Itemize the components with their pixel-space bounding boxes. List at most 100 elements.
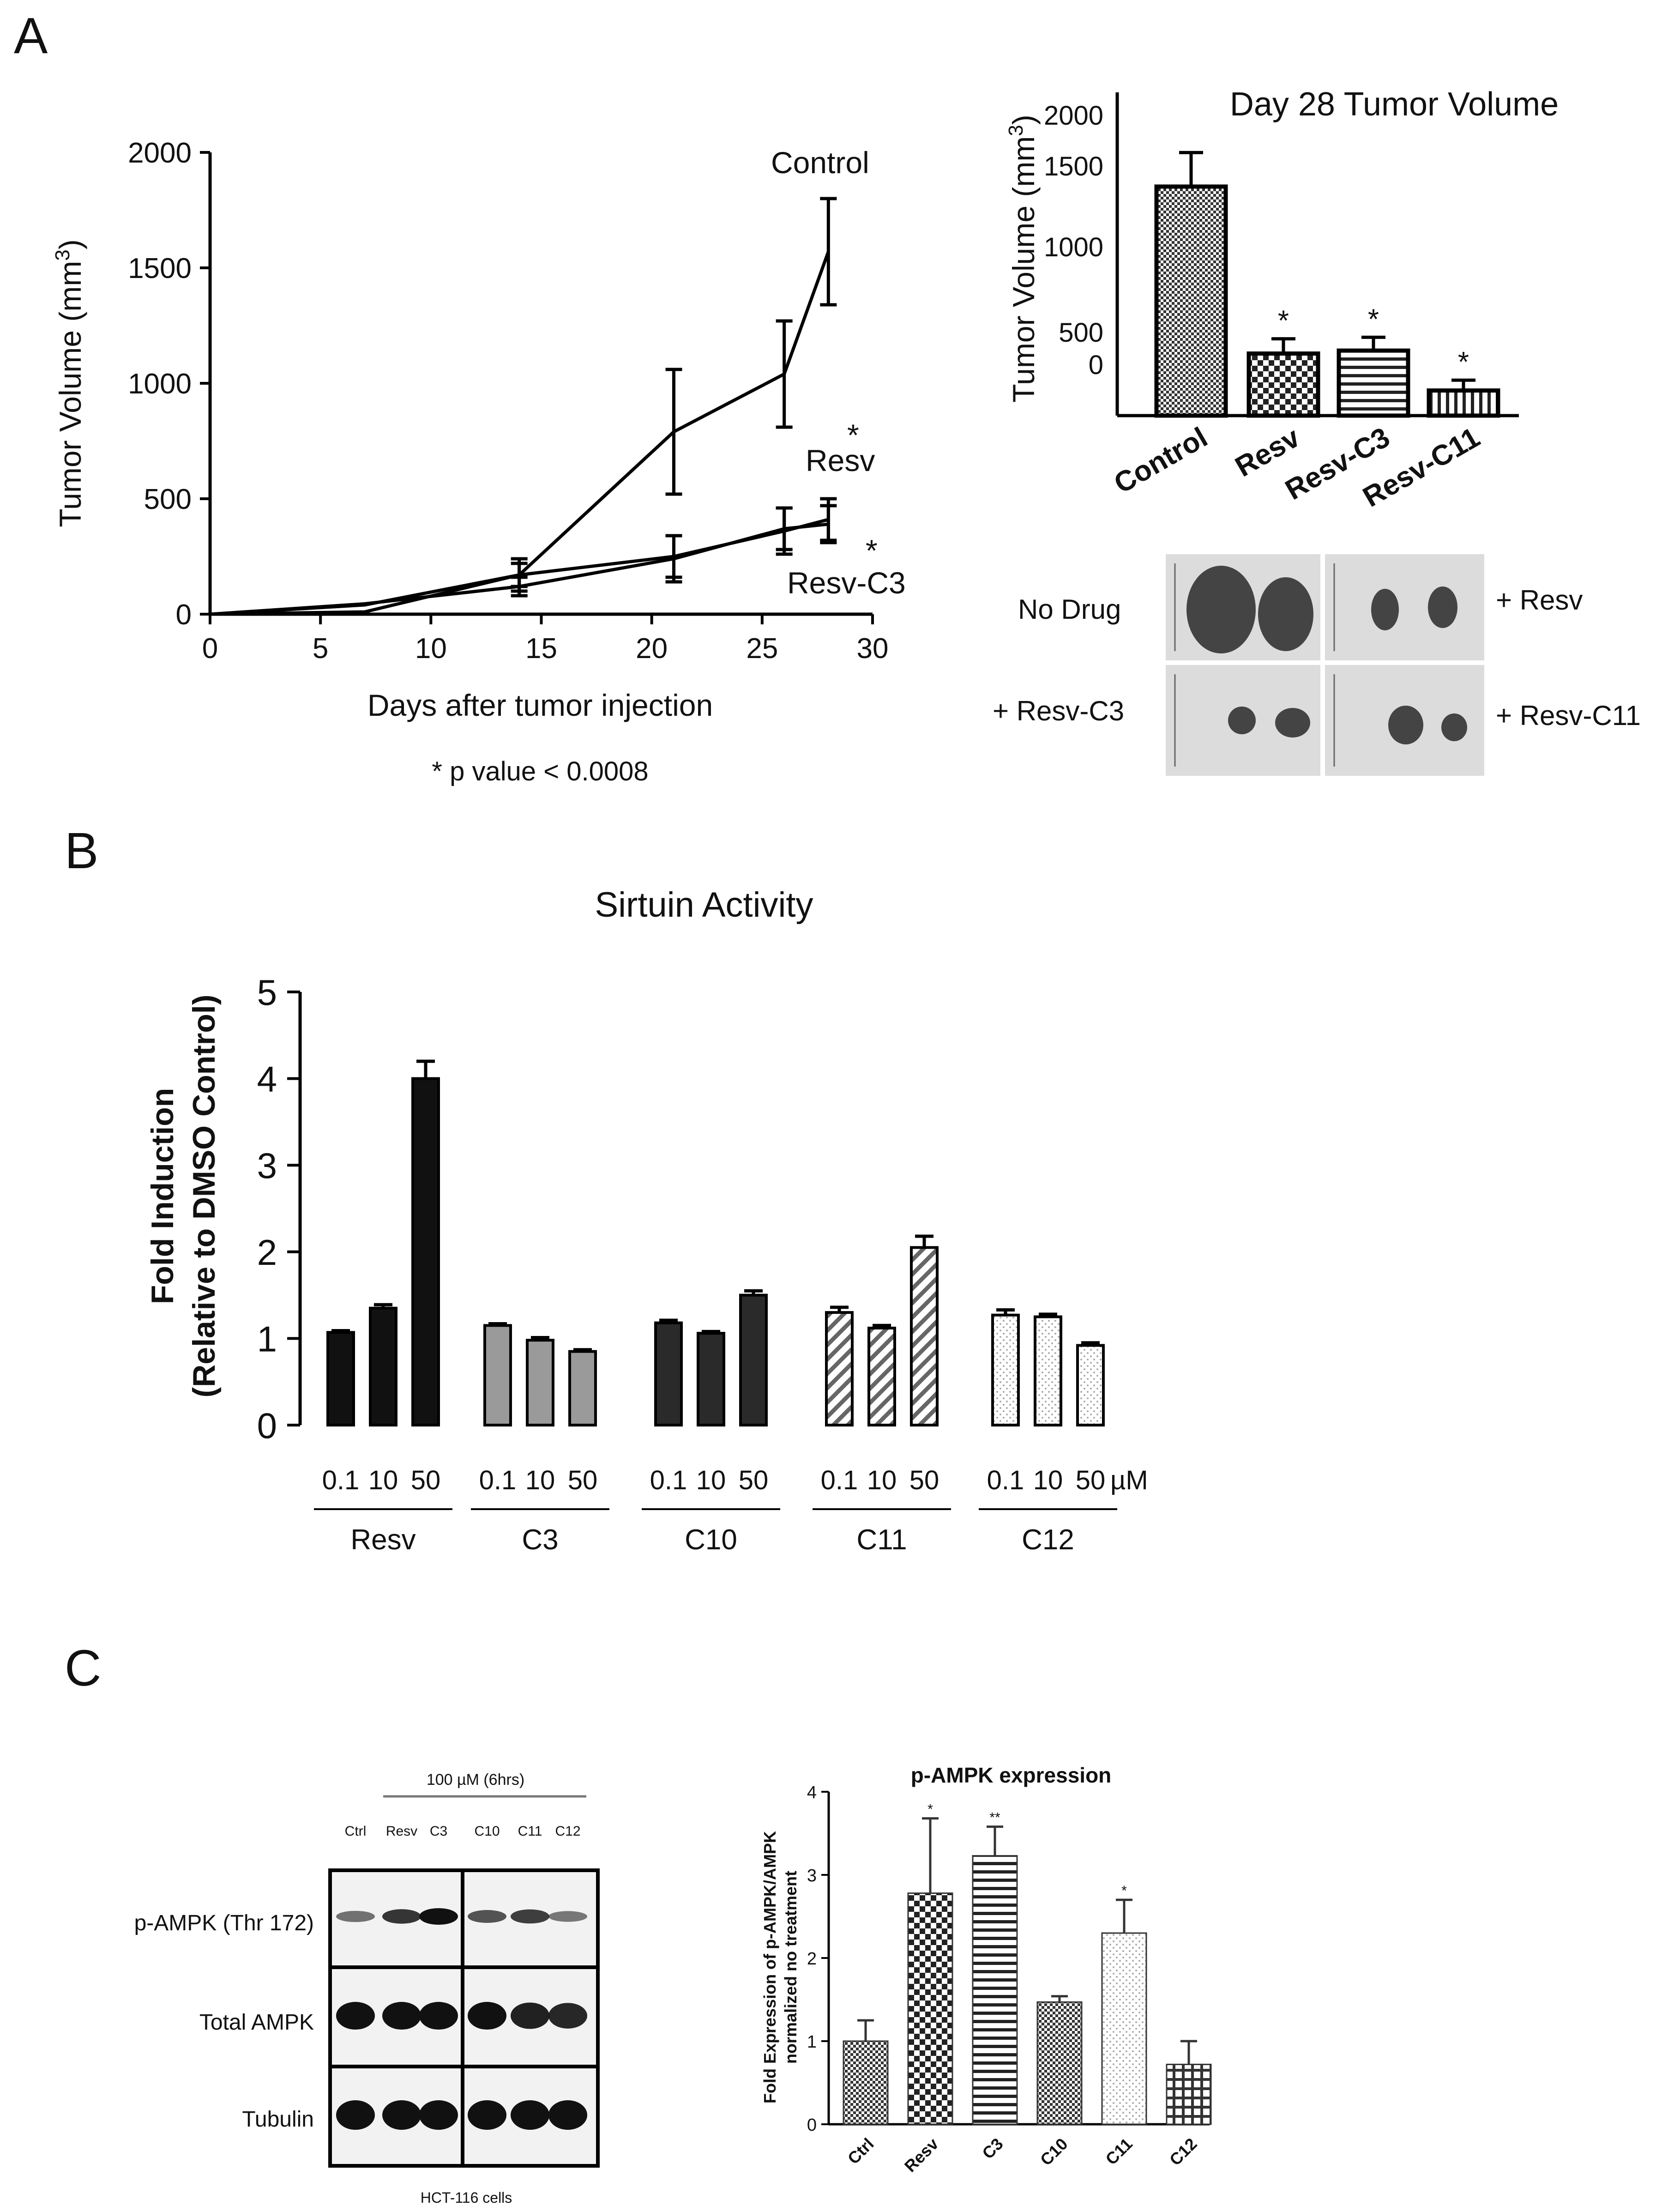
lane-label-c3: C3 <box>430 1824 447 1839</box>
blot-band <box>382 1909 421 1924</box>
bar-c3-50 <box>568 1350 597 1427</box>
error-bar-c10 <box>744 1289 763 1295</box>
day28-title: Day 28 Tumor Volume <box>1230 86 1559 123</box>
growth-y-axis-ticks: 0 500 1000 1500 2000 <box>128 137 210 631</box>
blot-band <box>336 1910 375 1922</box>
blot-band <box>468 1910 506 1923</box>
error-bar-resv-c3 <box>1361 335 1385 351</box>
sirtuin-y-tick-label: 5 <box>257 972 277 1013</box>
pampk-x-labels: Ctrl Resv C3 C10 C11 C12 <box>844 2134 1201 2176</box>
blot-band <box>468 2002 506 2030</box>
bar-c3-10 <box>526 1339 554 1427</box>
pampk-chart: p-AMPK expression Fold Expression of p-A… <box>760 1763 1212 2176</box>
dose-label: 10 <box>696 1465 726 1495</box>
growth-x-axis-ticks: 0 5 10 15 20 25 30 <box>202 614 889 665</box>
growth-x-tick-label: 30 <box>857 633 889 665</box>
dose-label: 10 <box>867 1465 897 1495</box>
tumor-specimen <box>1275 708 1310 737</box>
blot-band <box>382 2100 421 2130</box>
error-bar-control <box>820 197 837 307</box>
bar-c11-0.1 <box>825 1311 854 1427</box>
dose-label: 10 <box>1033 1465 1063 1495</box>
growth-x-tick-label: 10 <box>415 633 447 665</box>
group-label-c11: C11 <box>856 1524 907 1556</box>
pampk-y-label-1: Fold Expression of p-AMPK/AMPK <box>760 1831 779 2103</box>
western-treatment: 100 µM (6hrs) <box>427 1771 524 1789</box>
lane-labels: Ctrl Resv C3 C10 C11 C12 <box>345 1824 581 1839</box>
error-bar-c3 <box>488 1322 507 1326</box>
panel-label-b: B <box>65 822 98 879</box>
error-bar-c3 <box>573 1348 592 1352</box>
tumor-photos: No Drug + Resv + Resv-C3 + Resv-C11 <box>993 554 1641 776</box>
sirtuin-y-tick-label: 4 <box>257 1059 277 1100</box>
error-bar-c12 <box>1180 2040 1197 2065</box>
sirtuin-y-tick-label: 2 <box>257 1232 277 1273</box>
significance-star: * <box>1458 346 1469 378</box>
dose-label: 50 <box>739 1465 769 1495</box>
lane-label-c11: C11 <box>518 1824 542 1839</box>
day28-y-tick-label: 0 <box>1089 350 1103 380</box>
pampk-x-label-c12: C12 <box>1166 2134 1201 2170</box>
panel-label-c: C <box>65 1640 101 1697</box>
bar-c12-0.1 <box>991 1313 1020 1427</box>
sirtuin-title: Sirtuin Activity <box>595 885 813 925</box>
error-bar-control <box>776 319 793 429</box>
bar-c11 <box>1101 1932 1147 2125</box>
pampk-x-label-c3: C3 <box>978 2134 1007 2163</box>
pampk-x-label-resv: Resv <box>901 2134 942 2176</box>
day28-y-tick-label: 2000 <box>1044 101 1103 131</box>
sirtuin-bars-group <box>326 1059 1105 1427</box>
tumor-specimen <box>1228 707 1256 734</box>
bar-ctrl <box>843 2040 889 2125</box>
pampk-y-tick-label: 3 <box>807 1866 817 1886</box>
tumor-specimen <box>1186 566 1256 653</box>
significance-star: * <box>1121 1883 1127 1898</box>
panel-label-a: A <box>14 7 48 64</box>
growth-y-tick-label: 0 <box>176 599 192 631</box>
annot-resv-star: * <box>847 418 859 452</box>
sirtuin-unit: µM <box>1110 1465 1148 1495</box>
error-bar-control <box>665 368 682 496</box>
bar-control <box>1154 184 1228 418</box>
blot-band <box>548 2003 587 2029</box>
dose-label: 50 <box>411 1465 441 1495</box>
pampk-bars-group: **** <box>843 1802 1212 2125</box>
lane-label-ctrl: Ctrl <box>345 1824 367 1839</box>
day28-x-label-control: Control <box>1109 421 1213 500</box>
blot-band <box>548 1911 587 1922</box>
sirtuin-y-ticks: 0 1 2 3 4 5 <box>257 972 300 1446</box>
bar-resv-0.1 <box>326 1331 355 1427</box>
bar-c11-50 <box>910 1246 939 1426</box>
bar-resv-c3 <box>1337 348 1410 418</box>
pampk-x-label-c11: C11 <box>1102 2134 1136 2169</box>
tumor-specimens <box>1186 566 1467 744</box>
pampk-y-tick-label: 4 <box>807 1783 817 1802</box>
pampk-y-tick-label: 2 <box>807 1949 817 1969</box>
lane-label-resv: Resv <box>386 1824 417 1839</box>
cell-line-label: HCT-116 cells <box>421 2189 512 2206</box>
tumor-growth-chart: 0 500 1000 1500 2000 0 5 10 15 20 25 30 Tumor Volu… <box>51 137 906 786</box>
pampk-y-label-2: normalized no treatment <box>781 1871 800 2064</box>
sirtuin-y-label-1: Fold Induction <box>145 1088 180 1304</box>
growth-series-group <box>210 197 837 616</box>
bar-resv <box>907 1892 953 2125</box>
lane-label-c12: C12 <box>555 1824 580 1839</box>
annot-resv-c3-star: * <box>866 533 878 568</box>
bar-c10 <box>1036 2001 1083 2125</box>
blot-band <box>548 2100 587 2130</box>
day28-y-tick-label: 1000 <box>1044 232 1103 262</box>
blot-band <box>511 2100 549 2130</box>
row-label-pampk: p-AMPK (Thr 172) <box>134 1911 314 1935</box>
growth-y-label: Tumor Volume (mm3) <box>51 239 87 527</box>
bar-resv-10 <box>369 1306 397 1426</box>
growth-x-tick-label: 0 <box>202 633 218 665</box>
error-bar-c3 <box>987 1825 1003 1856</box>
bar-resv <box>1246 351 1320 418</box>
western-blot: 100 µM (6hrs) Ctrl Resv C3 C10 C11 C12 p-AMPK… <box>134 1771 600 2206</box>
day28-y-tick-label: 500 <box>1059 318 1103 348</box>
significance-star: * <box>1278 305 1289 337</box>
lane-label-c10: C10 <box>474 1824 500 1839</box>
sirtuin-y-tick-label: 0 <box>257 1405 277 1446</box>
error-bar-resv-c3 <box>820 504 837 544</box>
